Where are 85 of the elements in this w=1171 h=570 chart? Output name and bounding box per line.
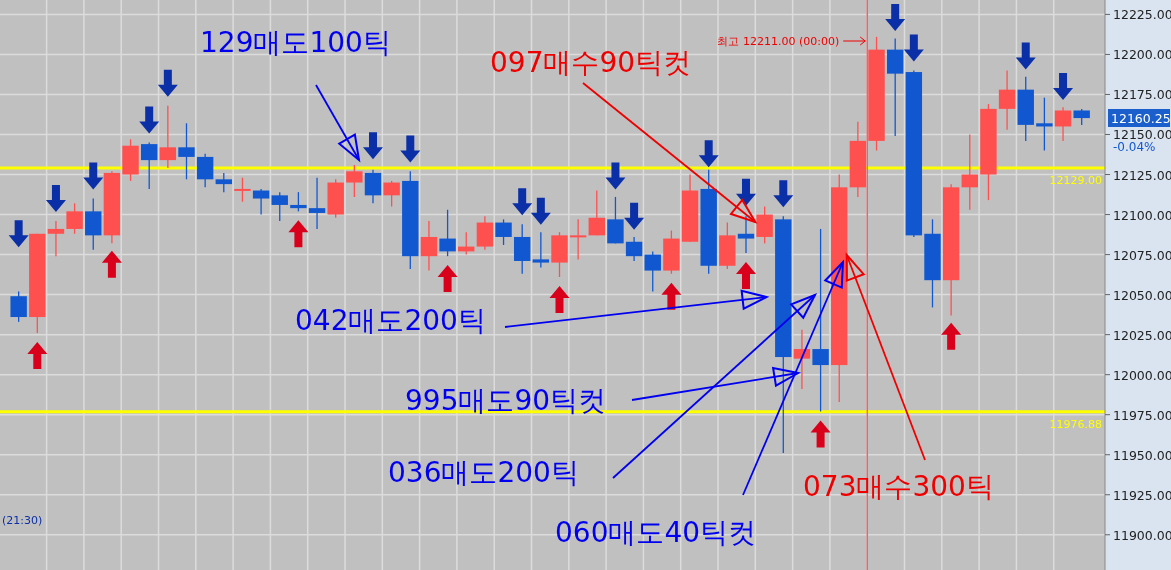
point [8, 220, 29, 248]
point [773, 180, 794, 208]
candlestick [140, 141, 158, 190]
y-tick-label: 12200.00 [1113, 47, 1171, 63]
point [83, 162, 104, 190]
y-tick-label: 12225.00 [1113, 7, 1171, 23]
candlestick [420, 220, 438, 272]
candlestick [290, 191, 307, 212]
candlestick [737, 215, 755, 254]
annotation: 995매도90틱컷 [405, 384, 607, 417]
point [1053, 72, 1074, 100]
candlestick [252, 188, 270, 216]
point [27, 341, 48, 369]
point [624, 202, 645, 230]
candlestick [271, 191, 288, 222]
point [885, 4, 906, 32]
candlestick [364, 169, 382, 204]
point [903, 34, 924, 62]
candlestick [215, 172, 232, 193]
candlestick [961, 133, 978, 211]
annotation: 060매도40틱컷 [555, 516, 757, 549]
candlestick [625, 236, 643, 262]
candlestick [812, 228, 829, 413]
point [810, 420, 831, 448]
y-tick-label: 11975.00 [1113, 407, 1171, 423]
annotation: 036매도200틱 [388, 456, 579, 489]
candlestick [588, 189, 605, 237]
point [400, 135, 421, 163]
ref-line-label: 12129.00 [1049, 174, 1102, 188]
candlestick [644, 250, 661, 293]
annotation: 129매도100틱 [200, 26, 391, 59]
y-tick-label: 12175.00 [1113, 87, 1171, 103]
y-tick-label: 12150.00 [1113, 127, 1171, 143]
point [661, 282, 682, 310]
candlestick [569, 218, 587, 261]
candlestick [159, 105, 177, 169]
point [735, 178, 756, 206]
y-tick-label: 11900.00 [1113, 527, 1171, 543]
annotation: (21:30) [2, 514, 43, 527]
text: -0.04% [1113, 140, 1156, 154]
candlestick [308, 177, 326, 230]
point [512, 188, 533, 216]
candlestick [532, 231, 550, 269]
candlestick [346, 164, 363, 198]
y-tick-label: 12125.00 [1113, 167, 1171, 183]
annotation: 073매수300틱 [803, 470, 994, 503]
point [45, 185, 66, 213]
point [735, 261, 756, 289]
point [288, 220, 309, 248]
ref-line-label: 11976.88 [1049, 417, 1102, 431]
point [139, 106, 160, 134]
candlestick [495, 218, 512, 246]
candlestick [1036, 97, 1053, 152]
point [437, 265, 458, 293]
y-tick-label: 12050.00 [1113, 287, 1171, 303]
candlestick [66, 202, 83, 235]
candlestick [1054, 106, 1072, 142]
point [530, 197, 551, 225]
candlestick [383, 180, 400, 208]
y-tick-label: 12025.00 [1113, 327, 1171, 343]
candlestick [47, 220, 65, 257]
point [1015, 42, 1036, 70]
candlestick [439, 209, 456, 257]
candlestick [196, 153, 214, 188]
annotation: 097매수90틱컷 [490, 46, 692, 79]
point [549, 285, 570, 313]
y-tick-label: 11925.00 [1113, 487, 1171, 503]
y-tick-label: 12100.00 [1113, 207, 1171, 223]
candlestick [178, 122, 195, 180]
point [605, 162, 626, 190]
annotation: 042매도200틱 [295, 304, 486, 337]
annotation: 최고 12211.00 (00:00) [717, 35, 840, 48]
candlestick [10, 290, 27, 323]
text: 12160.25 [1111, 111, 1171, 126]
y-tick-label: 12075.00 [1113, 247, 1171, 263]
y-tick-label: 12000.00 [1113, 367, 1171, 383]
y-tick-label: 11950.00 [1113, 447, 1171, 463]
point [698, 140, 719, 168]
point [941, 322, 962, 350]
point [157, 69, 178, 97]
candlestick [756, 205, 773, 245]
candlestick [998, 69, 1016, 131]
point [363, 132, 383, 160]
point [101, 250, 122, 278]
candlestick [234, 177, 251, 203]
